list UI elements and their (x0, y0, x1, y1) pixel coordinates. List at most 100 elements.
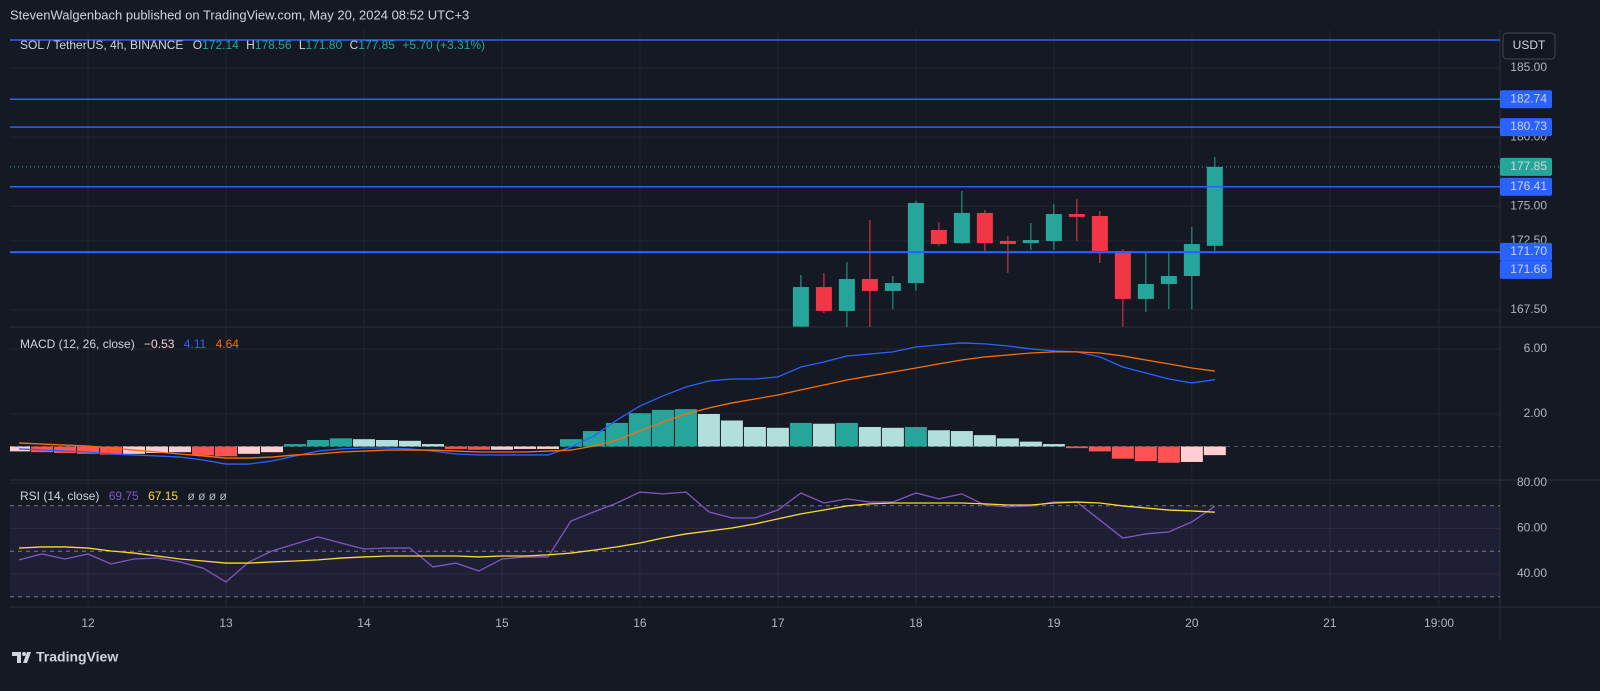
level-price-label: 176.41 (1510, 179, 1547, 193)
x-tick-label: 19 (1047, 616, 1061, 630)
candle-body (861, 279, 878, 291)
histogram-bar (467, 446, 490, 450)
pane-rsi (10, 491, 1500, 598)
chart-layers: 12 13 14 15 16 17 18 19 20 21 19:00185.00180.00175… (10, 30, 1552, 630)
tradingview-logo (12, 652, 31, 663)
candle-body (1068, 214, 1085, 217)
histogram-bar (1042, 444, 1065, 447)
y-tick-label: 167.50 (1510, 302, 1547, 316)
logo-dot (22, 652, 26, 656)
histogram-bar (398, 440, 421, 447)
y-tick-label: 60.00 (1517, 521, 1547, 535)
candle-body (1045, 214, 1062, 241)
histogram-bar (605, 422, 628, 447)
histogram-bar (1203, 446, 1226, 456)
histogram-bar (858, 426, 881, 447)
candle-body (884, 283, 901, 291)
histogram-value: −0.53 (144, 337, 175, 351)
histogram-bar (283, 444, 306, 447)
histogram-bar (582, 431, 605, 447)
ohlc-value: 171.80 (306, 38, 343, 52)
histogram-bar (927, 430, 950, 447)
histogram-bar (54, 446, 77, 454)
histogram-bar (1157, 446, 1180, 463)
candle-body (838, 279, 855, 311)
histogram-bar (100, 446, 123, 455)
x-tick-label: 12 (81, 616, 95, 630)
candle-body (1091, 215, 1108, 251)
histogram-bar (329, 438, 352, 447)
histogram-bar (421, 444, 444, 447)
pane-candlestick (792, 157, 1223, 327)
histogram-bar (490, 446, 513, 450)
histogram-bar (766, 427, 789, 447)
candle-body (1114, 250, 1131, 299)
histogram-bar (720, 420, 743, 447)
signal-value: 4.64 (216, 337, 240, 351)
level-price-box (1500, 242, 1552, 261)
histogram-bar (559, 439, 582, 447)
histogram-bar (973, 435, 996, 447)
x-tick-label: 21 (1323, 616, 1337, 630)
y-tick-label: 80.00 (1517, 475, 1547, 489)
candle-body (792, 287, 809, 327)
signal-line (18, 351, 1215, 459)
ohlc-key: L (299, 38, 306, 52)
y-tick-label: 185.00 (1510, 60, 1547, 74)
histogram-bar (169, 446, 192, 453)
level-price-label: 180.73 (1510, 119, 1547, 133)
histogram-bar (996, 438, 1019, 447)
ohlc-value: 177.85 (358, 38, 395, 52)
histogram-bar (146, 446, 169, 454)
candle-body (930, 229, 947, 245)
macd-legend: MACD (12, 26, close) −0.53 4.11 4.64 (20, 337, 239, 351)
candle-body (1160, 275, 1177, 284)
x-tick-label: 15 (495, 616, 509, 630)
candle-body (1206, 166, 1223, 246)
histogram-bar (743, 426, 766, 447)
histogram-bar (444, 446, 467, 449)
candle-body (1022, 240, 1039, 244)
level-price-label: 171.70 (1510, 244, 1547, 258)
level-price-label: 182.74 (1510, 91, 1547, 105)
rsi-legend: RSI (14, close) 69.75 67.15 ø ø ø ø (20, 489, 227, 503)
histogram-bar (214, 446, 237, 457)
x-tick-label: 20 (1185, 616, 1199, 630)
x-tick-label: 13 (219, 616, 233, 630)
histogram-bar (651, 409, 674, 447)
histogram-bar (1180, 446, 1203, 462)
currency-label[interactable]: USDT (1513, 38, 1546, 52)
ohlc-value: 178.56 (255, 38, 292, 52)
y-tick-label: 2.00 (1524, 406, 1548, 420)
candle-body (815, 287, 832, 311)
empty-values: ø ø ø ø (187, 489, 227, 503)
histogram-bar (375, 440, 398, 447)
histogram-bar (1019, 441, 1042, 447)
publisher-line: StevenWalgenbach published on TradingVie… (10, 7, 469, 22)
level-price-box (1500, 118, 1552, 137)
histogram-bar (306, 440, 329, 447)
candle-body (1183, 244, 1200, 276)
candle-body (907, 202, 924, 284)
currency-button[interactable] (1502, 32, 1556, 60)
histogram-bar (674, 409, 697, 447)
y-tick-label: 175.00 (1510, 198, 1547, 212)
histogram-bar (1065, 446, 1088, 449)
change: +5.70 (+3.31%) (402, 38, 485, 52)
histogram-bar (812, 423, 835, 447)
histogram-bar (628, 413, 651, 447)
ohlc-key: H (246, 38, 255, 52)
rsi-ma-value: 67.15 (148, 489, 178, 503)
histogram-bar (260, 446, 283, 453)
macd-value: 4.11 (184, 337, 207, 351)
ohlc-value: 172.14 (202, 38, 239, 52)
y-tick-label: 40.00 (1517, 566, 1547, 580)
macd-line (19, 342, 1215, 465)
histogram-bar (77, 446, 100, 454)
y-tick-label: 6.00 (1524, 341, 1548, 355)
logo-icon (12, 652, 31, 663)
rsi-line (18, 491, 1216, 583)
histogram-bar (352, 439, 375, 447)
